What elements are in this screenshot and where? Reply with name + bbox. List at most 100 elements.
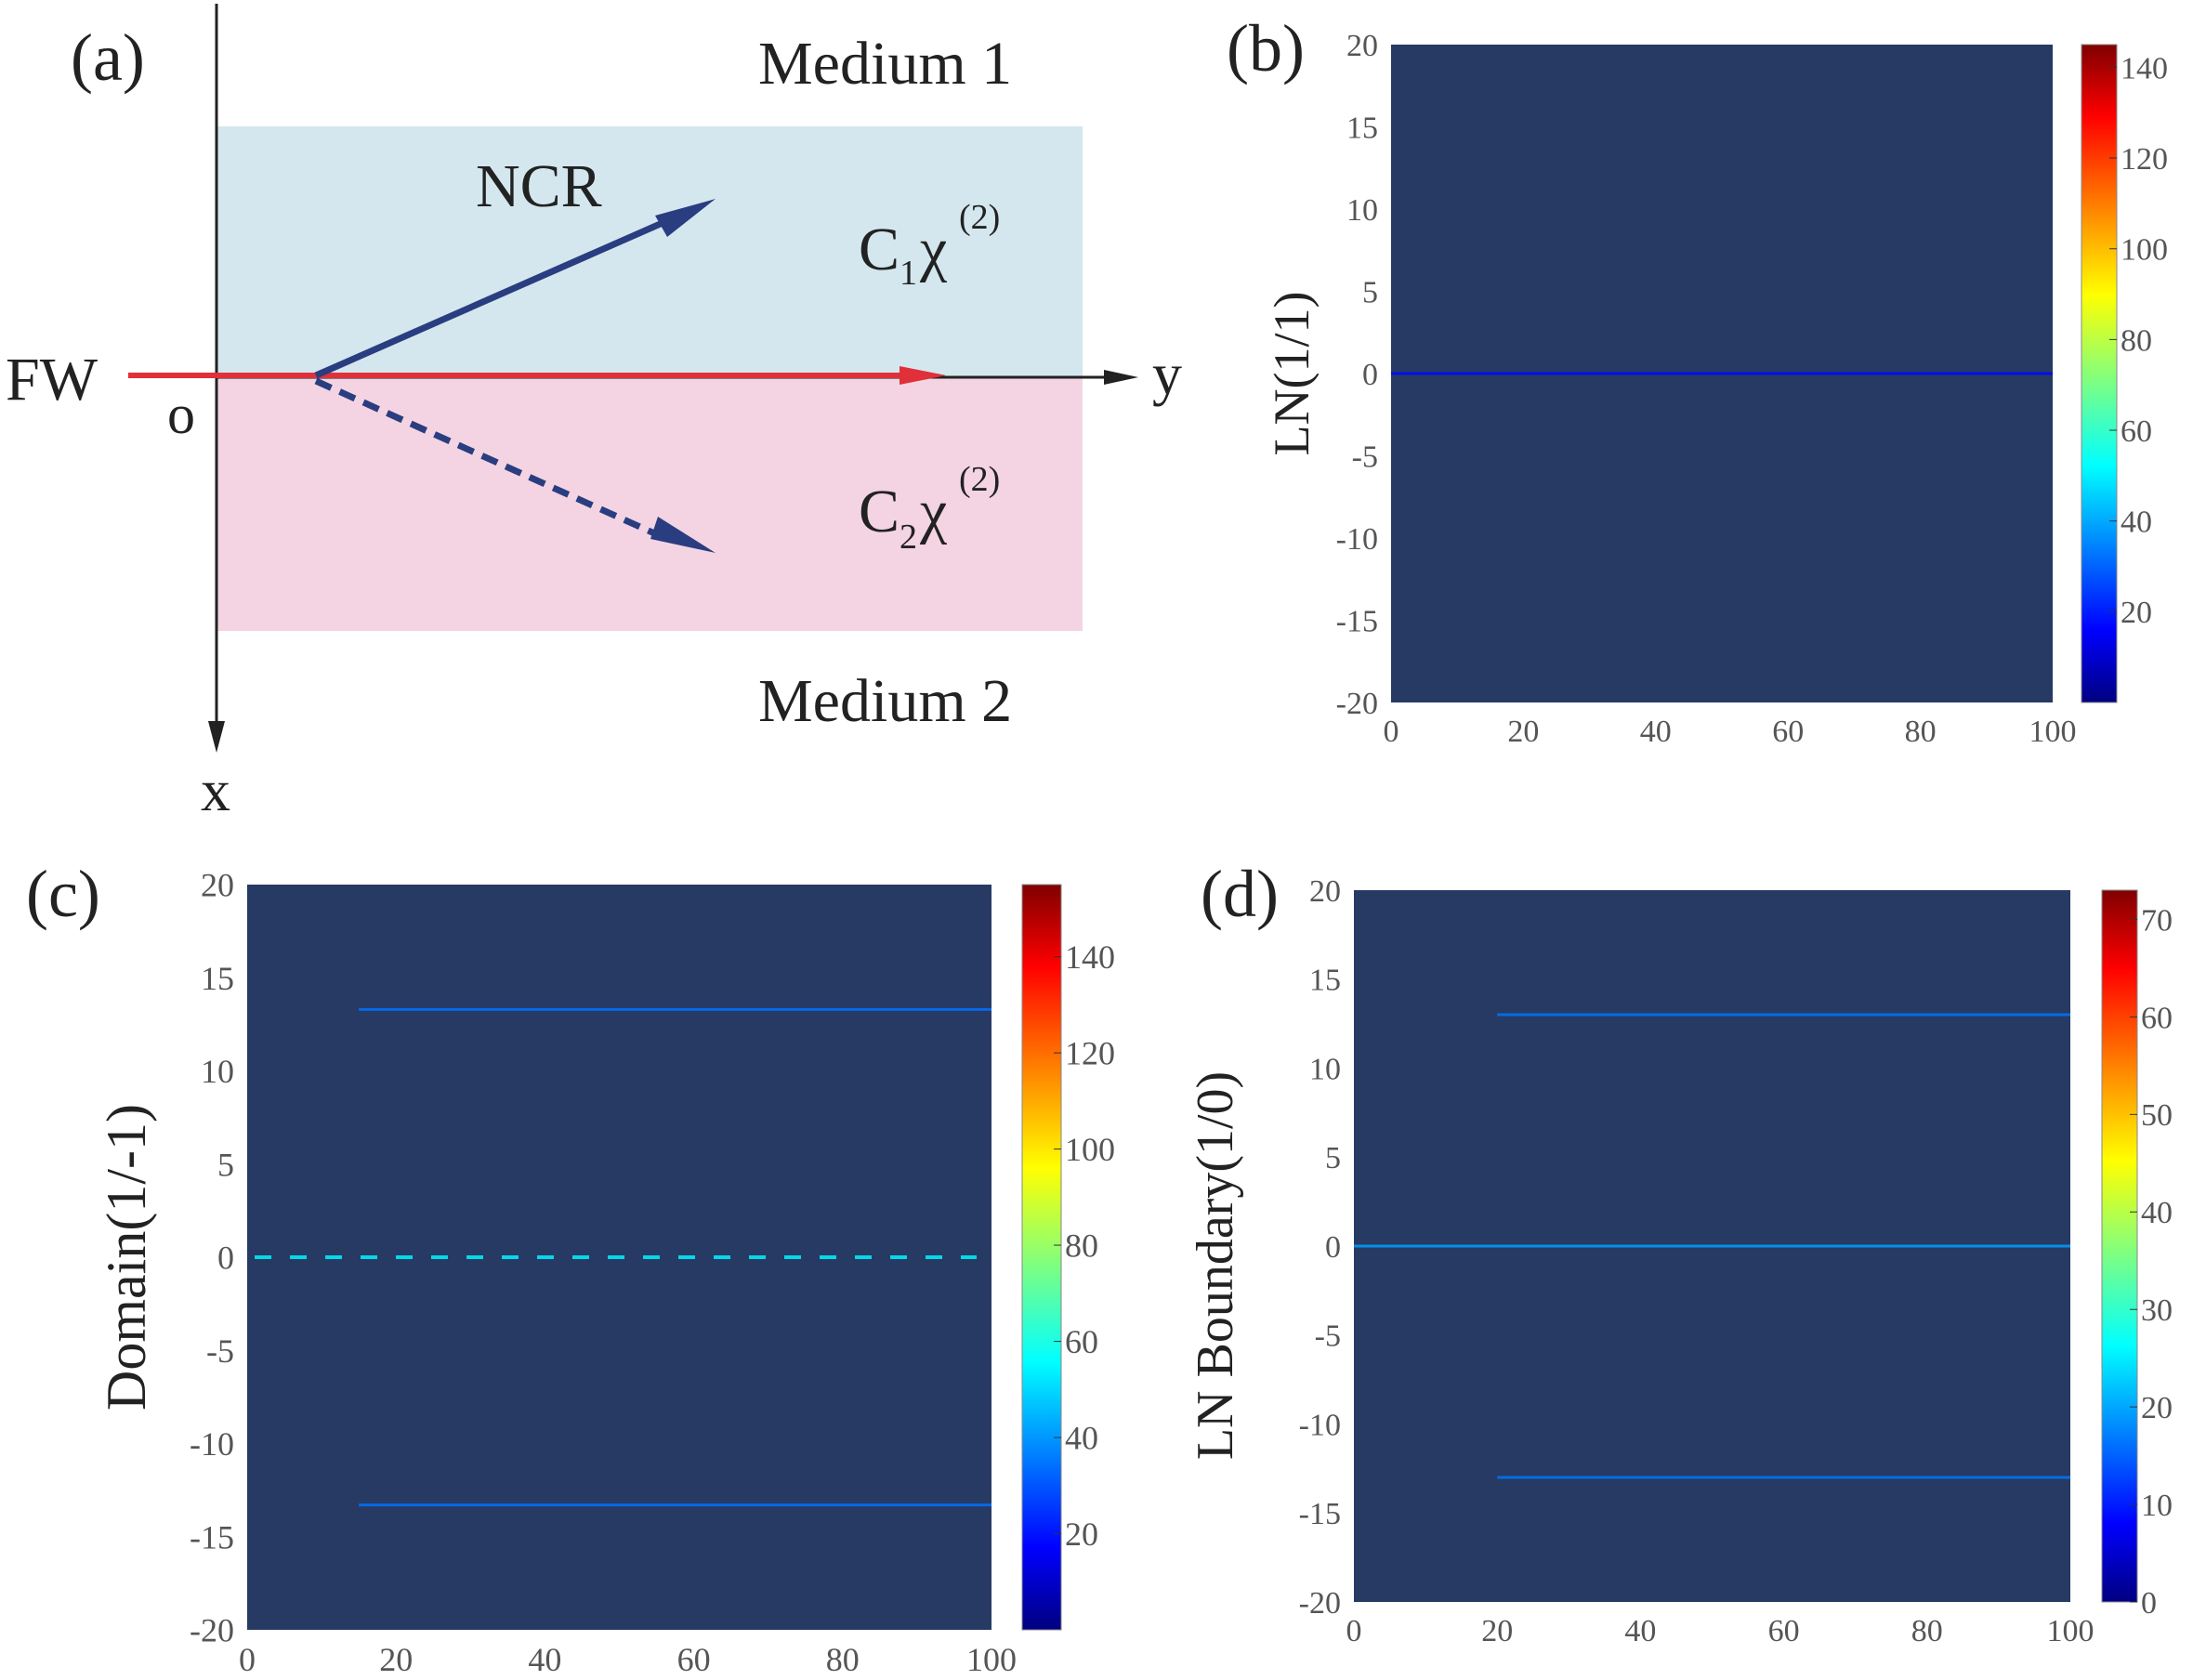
ncr-arrow-lower-dashed bbox=[314, 377, 673, 545]
colorbar-b-tick-label: 40 bbox=[2121, 505, 2152, 540]
panel-d-label: (d) bbox=[1201, 857, 1279, 931]
medium-2-label: Medium 2 bbox=[758, 667, 1012, 735]
medium-1-label: Medium 1 bbox=[758, 30, 1012, 98]
heatmap-b-xtick-label: 0 bbox=[1384, 715, 1399, 749]
heatmap-b-xtick-label: 40 bbox=[1640, 715, 1672, 749]
heatmap-d-ytick-label: 20 bbox=[1309, 874, 1341, 909]
heatmap-b-xtick-label: 80 bbox=[1905, 715, 1937, 749]
colorbar-b-tick-label: 60 bbox=[2121, 414, 2152, 449]
colorbar-c-tick-label: 40 bbox=[1065, 1420, 1098, 1457]
ncr-arrow-upper bbox=[314, 208, 689, 379]
colorbar-d bbox=[2101, 889, 2138, 1603]
c1-chi2-label: C 1 χ (2) bbox=[859, 198, 1000, 293]
colorbar-d-tick-label: 0 bbox=[2141, 1586, 2157, 1621]
heatmap-b-ytick-label: 0 bbox=[1362, 358, 1378, 392]
heatmap-d-ytick-label: -10 bbox=[1299, 1408, 1341, 1442]
fw-beam-arrowhead bbox=[900, 366, 946, 385]
heatmap-d-ytick-label: -20 bbox=[1299, 1586, 1341, 1621]
colorbar-b-tick-label: 140 bbox=[2121, 51, 2168, 85]
heatmap-d-xtick-label: 60 bbox=[1768, 1614, 1800, 1648]
colorbar-c-tick-label: 20 bbox=[1065, 1516, 1098, 1553]
colorbar-d-tick-label: 50 bbox=[2141, 1098, 2173, 1133]
heatmap-b-ytick-label: -10 bbox=[1336, 522, 1378, 557]
heatmap-d-ytick-label: 15 bbox=[1309, 964, 1341, 998]
heatmap-d-xtick-label: 80 bbox=[1911, 1614, 1943, 1648]
heatmap-b-ytick-label: 15 bbox=[1346, 111, 1378, 145]
ncr-arrow-upper-head bbox=[655, 199, 716, 237]
colorbar-c-tick-label: 120 bbox=[1065, 1035, 1115, 1072]
colorbar-c-tick-label: 60 bbox=[1065, 1323, 1098, 1360]
heatmap-b-ytick-label: -5 bbox=[1352, 440, 1378, 474]
heatmap-c-xtick-label: 20 bbox=[379, 1641, 413, 1678]
c2-chi: χ bbox=[919, 478, 947, 545]
heatmap-d-ytick-label: -15 bbox=[1299, 1497, 1341, 1531]
colorbar-b bbox=[2081, 44, 2118, 703]
c2-subscript: 2 bbox=[900, 518, 917, 557]
heatmap-d-xtick-label: 100 bbox=[2047, 1614, 2095, 1648]
colorbar-c-tick-label: 140 bbox=[1065, 938, 1115, 976]
origin-label: o bbox=[167, 384, 195, 445]
colorbar-c bbox=[1021, 884, 1062, 1631]
panel-a-label: (a) bbox=[71, 20, 145, 95]
heatmap-d-xtick-label: 0 bbox=[1346, 1614, 1362, 1648]
c2-chi2-label: C 2 χ (2) bbox=[859, 460, 1000, 557]
heatmap-c-ytick-label: 10 bbox=[201, 1053, 234, 1090]
medium-2-region bbox=[217, 377, 1083, 631]
colorbar-b-tick-label: 120 bbox=[2121, 142, 2168, 177]
c2-superscript: (2) bbox=[959, 460, 1000, 499]
heatmap-b-xtick-label: 100 bbox=[2029, 715, 2077, 749]
medium-1-region bbox=[217, 126, 1083, 377]
panel-b-label: (b) bbox=[1227, 11, 1305, 85]
heatmap-b-ytick-label: -20 bbox=[1336, 687, 1378, 721]
heatmap-b-xtick-label: 60 bbox=[1772, 715, 1804, 749]
heatmap-d-xtick-label: 20 bbox=[1481, 1614, 1513, 1648]
colorbar-b-tick-label: 100 bbox=[2121, 233, 2168, 268]
heatmap-c-ytick-label: -20 bbox=[190, 1612, 234, 1649]
colorbar-b-tick-label: 20 bbox=[2121, 596, 2152, 630]
heatmap-b-ytick-label: 10 bbox=[1346, 193, 1378, 228]
heatmap-c-ytick-label: -15 bbox=[190, 1518, 234, 1555]
panel-d: (d) LN Boundary(1/0) 20151050-5-10-15-20… bbox=[1187, 857, 2173, 1648]
colorbar-d-tick-label: 10 bbox=[2141, 1489, 2173, 1523]
c1-superscript: (2) bbox=[959, 198, 1000, 237]
colorbar-c-tick-label: 100 bbox=[1065, 1131, 1115, 1168]
ncr-arrow-lower-head bbox=[650, 517, 716, 553]
colorbar-d-tick-label: 40 bbox=[2141, 1196, 2173, 1230]
colorbar-c-tick-label: 80 bbox=[1065, 1227, 1098, 1265]
y-axis-label: y bbox=[1152, 341, 1182, 407]
ncr-label: NCR bbox=[476, 152, 602, 220]
colorbar-b-tick-label: 80 bbox=[2121, 323, 2152, 358]
heatmap-c-ytick-label: -10 bbox=[190, 1425, 234, 1463]
panel-c-ylabel: Domain(1/-1) bbox=[96, 1104, 157, 1411]
c1-chi: χ bbox=[919, 216, 947, 283]
panel-b-ylabel: LN(1/1) bbox=[1264, 292, 1320, 456]
colorbar-d-tick-label: 20 bbox=[2141, 1391, 2173, 1425]
heatmap-c-xtick-label: 80 bbox=[826, 1641, 860, 1678]
heatmap-c-ytick-label: 20 bbox=[201, 867, 234, 904]
heatmap-c-xtick-label: 0 bbox=[239, 1641, 256, 1678]
panel-a: (a) Medium 1 Medium 2 NCR FW o y x C 1 χ… bbox=[6, 4, 1182, 823]
heatmap-c-ytick-label: 0 bbox=[217, 1240, 234, 1277]
heatmap-c-xtick-label: 100 bbox=[966, 1641, 1017, 1678]
heatmap-b-ytick-label: 20 bbox=[1346, 29, 1378, 63]
heatmap-c-ytick-label: -5 bbox=[206, 1332, 234, 1370]
heatmap-c-xtick-label: 40 bbox=[528, 1641, 561, 1678]
heatmap-c-ytick-label: 5 bbox=[217, 1146, 234, 1183]
heatmap-c-ytick-label: 15 bbox=[201, 960, 234, 997]
fw-label: FW bbox=[6, 346, 98, 413]
heatmap-d-ytick-label: 10 bbox=[1309, 1052, 1341, 1086]
heatmap-b-ytick-label: -15 bbox=[1336, 604, 1378, 638]
heatmap-d-xtick-label: 40 bbox=[1624, 1614, 1656, 1648]
c2-letter: C bbox=[859, 478, 900, 545]
heatmap-c-xtick-label: 60 bbox=[677, 1641, 711, 1678]
c1-letter: C bbox=[859, 216, 900, 283]
panel-c-label: (c) bbox=[26, 857, 100, 931]
heatmap-d-ytick-label: 5 bbox=[1325, 1141, 1341, 1175]
heatmap-d-ytick-label: 0 bbox=[1325, 1230, 1341, 1265]
heatmap-b-ytick-label: 5 bbox=[1362, 275, 1378, 309]
heatmap-b-xtick-label: 20 bbox=[1507, 715, 1539, 749]
y-axis-arrowhead bbox=[1104, 370, 1138, 385]
